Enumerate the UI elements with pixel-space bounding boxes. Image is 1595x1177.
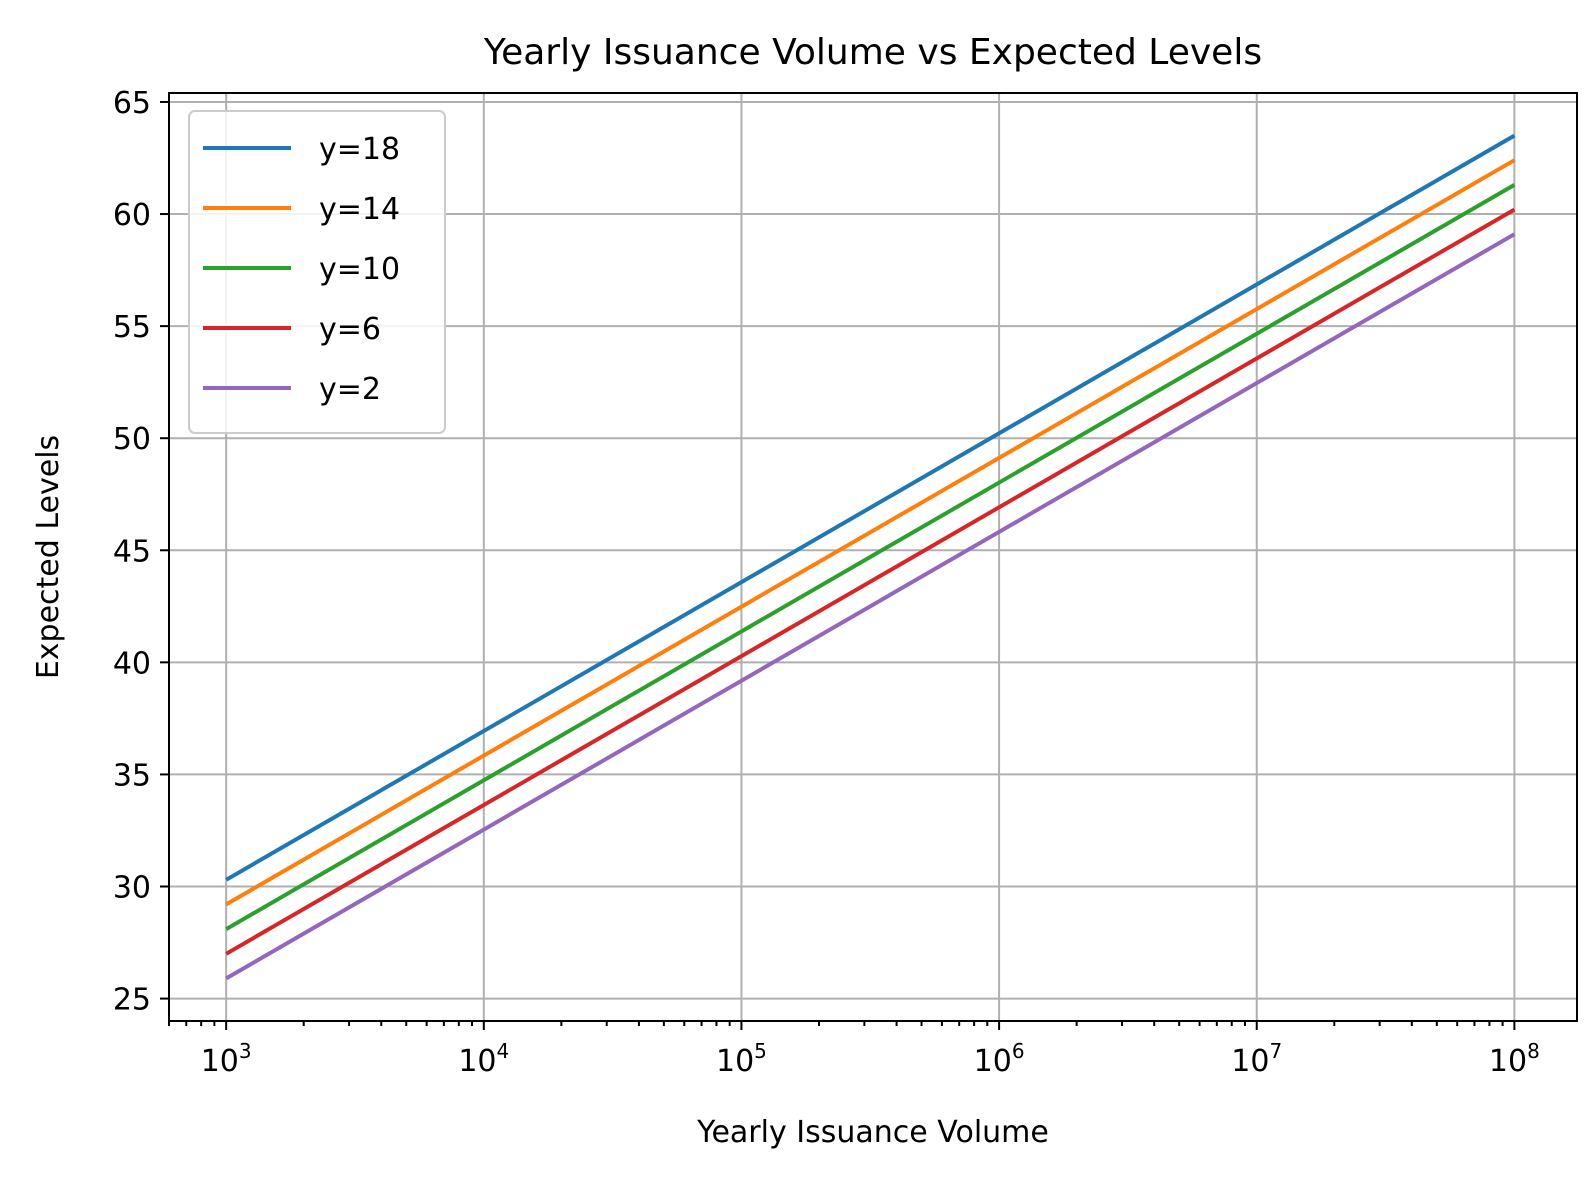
x-tick-base: 10 (974, 1044, 1012, 1079)
series-lines (225, 133, 1516, 981)
y-tick-label: 55 (113, 310, 151, 345)
x-tick-exponent: 7 (1269, 1039, 1282, 1063)
x-tick-exponent: 4 (497, 1039, 510, 1063)
series-line-y=10 (225, 183, 1516, 931)
x-tick-base: 10 (201, 1044, 239, 1079)
series-line-y=18 (225, 133, 1516, 882)
x-tick-exponent: 5 (754, 1039, 767, 1063)
y-tick-label: 45 (113, 534, 151, 569)
y-tick-label: 65 (113, 86, 151, 121)
x-tick-label: 103 (201, 1039, 252, 1079)
x-tick-label: 107 (1231, 1039, 1282, 1079)
x-tick-base: 10 (716, 1044, 754, 1079)
legend-box (188, 110, 446, 434)
series-line-y=2 (225, 232, 1516, 981)
y-tick-label: 50 (113, 422, 151, 457)
x-tick-label: 104 (458, 1039, 509, 1079)
series-line-y=14 (225, 158, 1516, 907)
y-tick-label: 30 (113, 871, 151, 906)
x-tick-base: 10 (1231, 1044, 1269, 1079)
y-axis-label: Expected Levels (31, 435, 66, 679)
legend-label: y=18 (319, 132, 400, 167)
y-tick-label: 25 (113, 983, 151, 1018)
x-tick-label: 106 (974, 1039, 1025, 1079)
x-tick-base: 10 (1489, 1044, 1527, 1079)
chart-title: Yearly Issuance Volume vs Expected Level… (483, 32, 1262, 73)
grid (169, 93, 1577, 1021)
legend: y=18 y=14 y=10 y=6 y=2 (188, 110, 446, 434)
y-tick-label: 35 (113, 758, 151, 793)
series-line-y=6 (225, 207, 1516, 956)
legend-label: y=2 (319, 372, 381, 407)
x-axis-label: Yearly Issuance Volume (696, 1115, 1049, 1150)
legend-label: y=6 (319, 312, 381, 347)
legend-label: y=10 (319, 252, 400, 287)
x-tick-exponent: 3 (239, 1039, 252, 1063)
x-tick-exponent: 6 (1012, 1039, 1025, 1063)
x-tick-exponent: 8 (1527, 1039, 1540, 1063)
x-tick-label: 105 (716, 1039, 767, 1079)
legend-label: y=14 (319, 192, 400, 227)
y-tick-label: 40 (113, 646, 151, 681)
plot-area-frame (168, 92, 1578, 1022)
x-tick-base: 10 (458, 1044, 496, 1079)
y-tick-label: 60 (113, 198, 151, 233)
x-tick-label: 108 (1489, 1039, 1540, 1079)
